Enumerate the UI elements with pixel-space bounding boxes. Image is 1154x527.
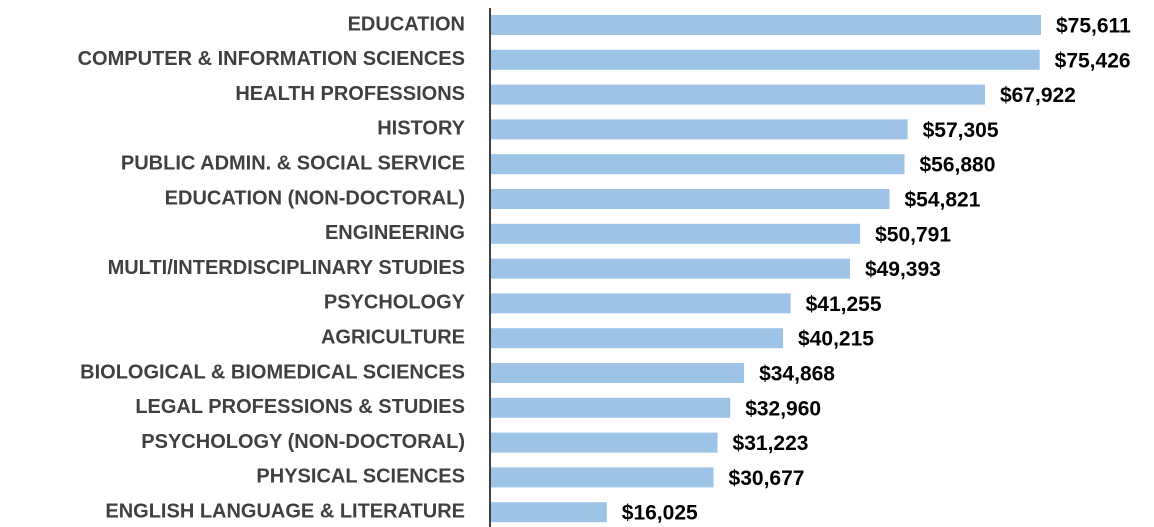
category-label: HEALTH PROFESSIONS (235, 83, 465, 105)
value-label: $31,223 (733, 432, 809, 455)
bar (491, 293, 791, 314)
category-label: COMPUTER & INFORMATION SCIENCES (78, 48, 465, 70)
bar (491, 84, 985, 105)
bar (491, 502, 607, 523)
value-label: $16,025 (622, 502, 698, 525)
value-label: $30,677 (729, 467, 805, 490)
category-label: ENGLISH LANGUAGE & LITERATURE (105, 500, 465, 522)
value-label: $50,791 (875, 223, 951, 246)
value-label: $75,426 (1055, 49, 1131, 72)
category-label: PHYSICAL SCIENCES (256, 466, 465, 488)
category-label: LEGAL PROFESSIONS & STUDIES (135, 396, 465, 418)
category-label: PUBLIC ADMIN. & SOCIAL SERVICE (121, 152, 465, 174)
category-label: EDUCATION (NON-DOCTORAL) (165, 187, 465, 209)
value-label: $67,922 (1000, 84, 1076, 107)
bar (491, 15, 1041, 35)
category-label: HISTORY (377, 118, 465, 140)
category-label: AGRICULTURE (321, 326, 465, 348)
bar (491, 223, 861, 244)
bar (491, 154, 905, 175)
bar (491, 49, 1040, 70)
category-label: PSYCHOLOGY (NON-DOCTORAL) (141, 431, 465, 453)
value-label: $75,611 (1056, 15, 1131, 38)
value-label: $40,215 (798, 328, 874, 351)
category-label: ENGINEERING (325, 222, 465, 244)
category-label: EDUCATION (348, 13, 465, 35)
bar (491, 432, 718, 453)
category-label: BIOLOGICAL & BIOMEDICAL SCIENCES (80, 361, 465, 383)
bar (491, 397, 731, 418)
bar (491, 363, 745, 383)
bar (491, 258, 850, 279)
bar (491, 467, 714, 488)
bar (491, 119, 908, 140)
category-label: MULTI/INTERDISCIPLINARY STUDIES (108, 257, 465, 279)
value-label: $54,821 (904, 189, 980, 212)
category-label: PSYCHOLOGY (324, 292, 466, 314)
value-label: $34,868 (759, 363, 835, 386)
value-label: $56,880 (920, 154, 996, 177)
value-label: $32,960 (745, 397, 821, 420)
bar (491, 189, 890, 209)
value-label: $49,393 (865, 258, 941, 281)
value-label: $41,255 (806, 293, 882, 316)
bar (491, 328, 784, 349)
value-label: $57,305 (923, 119, 999, 142)
